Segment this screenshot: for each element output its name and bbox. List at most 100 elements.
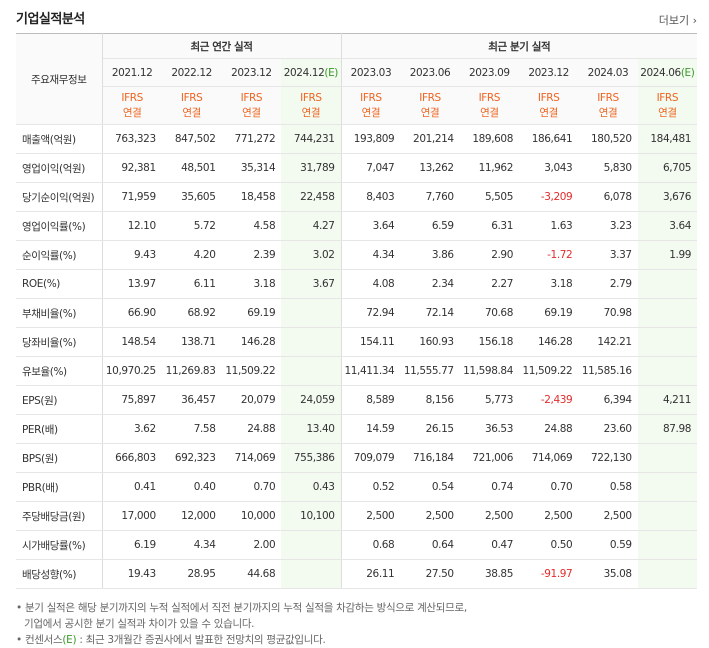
data-cell: [637, 530, 698, 560]
data-cell: 4.58: [221, 211, 282, 241]
data-cell: 2.90: [459, 240, 519, 270]
data-cell: 755,386: [281, 443, 342, 473]
more-link[interactable]: 더보기 ›: [658, 14, 697, 27]
data-cell: 5,773: [459, 385, 519, 415]
standard-text: IFRS: [240, 91, 263, 104]
data-cell: 24.88: [221, 414, 282, 444]
data-cell: 8,403: [341, 182, 401, 212]
group-header: 최근 분기 실적: [341, 33, 698, 59]
data-row: 매출액(억원) 763,323 847,502 771,272 744,231 193,8…: [16, 124, 698, 154]
standard-text: 연결: [301, 106, 321, 119]
data-row: PER(배) 3.62 7.58 24.88 13.40 14.59 26.15 36.53 2…: [16, 414, 698, 444]
more-text[interactable]: 더보기: [658, 14, 690, 27]
data-cell: 27.50: [400, 559, 460, 589]
data-cell: 10,100: [281, 501, 342, 531]
row-label: 배당성향(%): [16, 559, 103, 589]
data-cell: 14.59: [341, 414, 401, 444]
row-label: EPS(원): [16, 385, 103, 415]
data-cell: 201,214: [400, 124, 460, 154]
data-cell: 12,000: [161, 501, 222, 531]
data-cell: 7,760: [400, 182, 460, 212]
data-cell: 3.02: [281, 240, 342, 270]
note-text: (E): [62, 634, 77, 646]
data-row: 부채비율(%) 66.90 68.92 69.19 72.94 72.14 70.68 69.…: [16, 298, 698, 328]
data-cell: 3.64: [637, 211, 698, 241]
standard-text: 연결: [420, 106, 440, 119]
data-cell: 2.00: [221, 530, 282, 560]
header-row: 주요재무정보 최근 연간 실적 최근 분기 실적: [16, 33, 698, 125]
data-cell: 31,789: [281, 153, 342, 183]
data-cell: 19.43: [102, 559, 162, 589]
data-cell: 10,000: [221, 501, 282, 531]
data-cell: 23.60: [578, 414, 638, 444]
data-cell: 3.18: [519, 269, 579, 299]
data-cell: 666,803: [102, 443, 162, 473]
data-cell: -1.72: [519, 240, 579, 270]
finance-table: 주요재무정보 최근 연간 실적 최근 분기 실적 2021.12 2022.12 2023…: [16, 33, 698, 589]
note-line: • 컨센서스(E) : 최근 3개월간 증권사에서 발표한 전망치의 평균값입니…: [16, 634, 326, 646]
data-cell: 68.92: [161, 298, 222, 328]
data-cell: 4,211: [637, 385, 698, 415]
data-cell: [281, 356, 342, 386]
data-cell: 92,381: [102, 153, 162, 183]
data-cell: 5.72: [161, 211, 222, 241]
note-text: 컨센서스: [24, 634, 63, 646]
standard-text: 연결: [598, 106, 618, 119]
data-cell: 17,000: [102, 501, 162, 531]
notes: • 분기 실적은 해당 분기까지의 누적 실적에서 직전 분기까지의 누적 실적…: [16, 600, 467, 648]
standard-text: IFRS: [656, 91, 679, 104]
data-cell: 1.99: [637, 240, 698, 270]
data-cell: 18,458: [221, 182, 282, 212]
data-cell: 35,314: [221, 153, 282, 183]
data-cell: 709,079: [341, 443, 401, 473]
data-cell: 36,457: [161, 385, 222, 415]
data-cell: 70.98: [578, 298, 638, 328]
data-cell: 1.63: [519, 211, 579, 241]
data-cell: 0.54: [400, 472, 460, 502]
period-header: 2023.03: [341, 58, 401, 87]
header-row: IFRS 연결 IFRS 연결 IFRS 연결 IFRS 연결 IFRS 연결 IFRS 연결 IFRS…: [16, 86, 698, 125]
data-cell: 6.11: [161, 269, 222, 299]
data-cell: 72.14: [400, 298, 460, 328]
data-cell: 11,585.16: [578, 356, 638, 386]
data-cell: 0.59: [578, 530, 638, 560]
standard-text: IFRS: [419, 91, 441, 104]
data-cell: 0.40: [161, 472, 222, 502]
data-cell: 4.34: [161, 530, 222, 560]
row-label: 당좌비율(%): [16, 327, 103, 357]
data-cell: 184,481: [637, 124, 698, 154]
data-cell: 716,184: [400, 443, 460, 473]
row-label: 영업이익률(%): [16, 211, 103, 241]
data-cell: 3.37: [578, 240, 638, 270]
data-cell: 714,069: [221, 443, 282, 473]
estimate-mark: (E): [324, 66, 339, 79]
data-cell: 70.68: [459, 298, 519, 328]
data-cell: 0.68: [341, 530, 401, 560]
data-cell: 22,458: [281, 182, 342, 212]
data-cell: [281, 559, 342, 589]
data-cell: 9.43: [102, 240, 162, 270]
data-row: EPS(원) 75,897 36,457 20,079 24,059 8,589 8,156…: [16, 385, 698, 415]
data-cell: 11,411.34: [341, 356, 401, 386]
data-cell: 44.68: [221, 559, 282, 589]
data-cell: 0.64: [400, 530, 460, 560]
row-label: PBR(배): [16, 472, 103, 502]
data-cell: 69.19: [221, 298, 282, 328]
data-cell: 11,509.22: [519, 356, 579, 386]
data-cell: [637, 472, 698, 502]
standard-text: IFRS: [300, 91, 322, 104]
standard-header: IFRS 연결: [281, 86, 342, 125]
data-cell: 6.31: [459, 211, 519, 241]
header-row: 2021.12 2022.12 2023.12 2024.12(E) 2023.03 20…: [16, 58, 698, 87]
period-header: 2023.06: [400, 58, 460, 87]
data-cell: 744,231: [281, 124, 342, 154]
note-text: 기업에서 공시한 분기 실적과 차이가 있을 수 있습니다.: [24, 618, 255, 630]
data-cell: 3.67: [281, 269, 342, 299]
note-text: : 최근 3개월간 증권사에서 발표한 전망치의 평균값입니다.: [76, 634, 326, 646]
data-cell: 3.86: [400, 240, 460, 270]
data-cell: 721,006: [459, 443, 519, 473]
data-cell: 0.74: [459, 472, 519, 502]
data-cell: 7,047: [341, 153, 401, 183]
data-cell: 0.50: [519, 530, 579, 560]
